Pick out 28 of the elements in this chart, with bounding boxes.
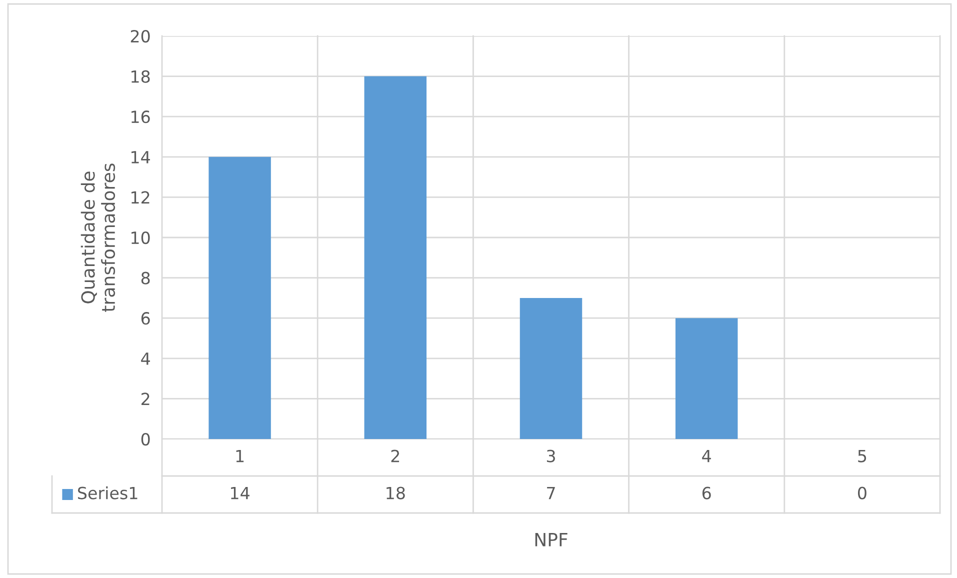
y-tick-label: 14: [132, 151, 150, 164]
x-axis-title: NPF: [535, 533, 568, 546]
y-tick-label: 12: [132, 191, 150, 204]
y-tick-label: 18: [132, 70, 150, 83]
y-tick-label: 8: [141, 272, 150, 284]
y-tick-label: 16: [132, 110, 150, 124]
y-tick-label: 0: [141, 432, 150, 446]
y-tick-label: 20: [130, 30, 150, 43]
y-tick-label: 10: [132, 231, 150, 244]
data-label: 0: [858, 486, 866, 500]
x-tick-label: 3: [546, 450, 555, 462]
bar: [208, 156, 271, 439]
data-label: 7: [547, 486, 555, 500]
x-tick-label: 1: [236, 450, 244, 462]
data-label: 14: [231, 486, 250, 500]
legend-label: Series1: [78, 486, 138, 500]
x-tick-label: 2: [391, 450, 400, 462]
y-tick-label: 6: [141, 312, 150, 325]
bar: [675, 318, 738, 439]
y-tick-label: 2: [142, 392, 150, 406]
bar: [364, 76, 427, 439]
data-label: 6: [702, 486, 711, 500]
bar: [520, 298, 582, 439]
y-axis-title: Quantidade de transformadores: [80, 164, 116, 312]
data-label: 18: [386, 486, 405, 500]
x-tick-label: 4: [702, 450, 711, 462]
y-tick-label: 4: [141, 352, 150, 365]
x-tick-label: 5: [858, 450, 866, 462]
